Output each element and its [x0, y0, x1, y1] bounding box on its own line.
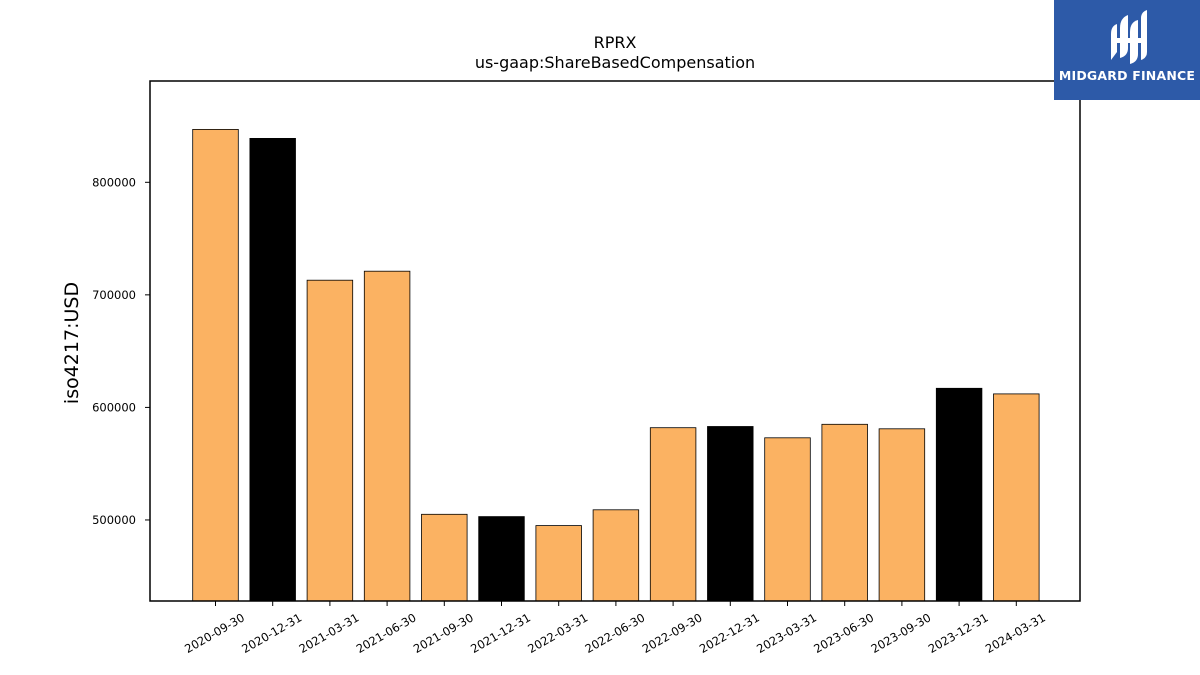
bars-group — [192, 128, 1040, 602]
x-tick-label: 2021-06-30 — [354, 610, 419, 656]
bar-2023-03-31 — [764, 437, 811, 602]
y-tick-label: 700000 — [92, 288, 136, 302]
x-tick-label: 2020-09-30 — [182, 610, 247, 656]
x-tick-label: 2023-09-30 — [869, 610, 934, 656]
x-tick-label: 2023-12-31 — [926, 610, 991, 656]
bar-2020-09-30 — [192, 128, 239, 602]
bar-2022-03-31 — [535, 525, 582, 602]
bar-2021-09-30 — [421, 513, 468, 602]
bar-2023-09-30 — [878, 428, 926, 602]
chart-title: RPRX — [594, 33, 637, 52]
x-tick-label: 2021-09-30 — [411, 610, 476, 656]
bar-2021-03-31 — [306, 279, 354, 602]
bar-2021-06-30 — [363, 270, 411, 602]
x-tick-label: 2022-12-31 — [697, 610, 762, 656]
x-tick-label: 2021-03-31 — [297, 610, 362, 656]
y-tick-label: 800000 — [92, 175, 136, 189]
bar-2024-03-31 — [993, 393, 1040, 602]
logo-text: MIDGARD FINANCE — [1058, 68, 1196, 83]
y-tick-label: 600000 — [92, 400, 136, 414]
y-tick-label: 500000 — [92, 513, 136, 527]
x-ticks-group: 2020-09-302020-12-312021-03-312021-06-30… — [182, 601, 1048, 656]
midgard-finance-logo: MIDGARD FINANCE — [1054, 0, 1200, 100]
bar-2020-12-31 — [249, 137, 296, 602]
y-axis-label: iso4217:USD — [61, 282, 83, 404]
plot-frame — [149, 80, 1081, 602]
x-tick-label: 2022-06-30 — [583, 610, 648, 656]
x-tick-label: 2023-03-31 — [754, 610, 819, 656]
bar-2021-12-31 — [478, 516, 525, 602]
x-tick-label: 2022-03-31 — [525, 610, 590, 656]
bar-2023-06-30 — [821, 423, 868, 602]
x-tick-label: 2022-09-30 — [640, 610, 705, 656]
bar-2022-12-31 — [707, 426, 754, 602]
chart-subtitle: us-gaap:ShareBasedCompensation — [475, 53, 755, 72]
bar-2022-09-30 — [649, 427, 697, 602]
x-tick-label: 2021-12-31 — [468, 610, 533, 656]
x-tick-label: 2024-03-31 — [983, 610, 1048, 656]
y-ticks-group: 500000 600000 700000 800000 — [92, 175, 150, 527]
bar-2022-06-30 — [592, 509, 640, 602]
bar-2023-12-31 — [935, 387, 983, 602]
logo-mark-icon — [1111, 10, 1147, 64]
x-tick-label: 2023-06-30 — [811, 610, 876, 656]
x-tick-label: 2020-12-31 — [239, 610, 304, 656]
